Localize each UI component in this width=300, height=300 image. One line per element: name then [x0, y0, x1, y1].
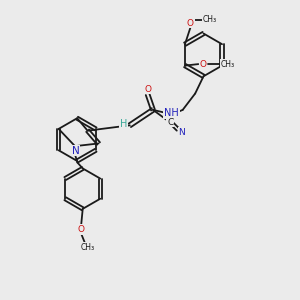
Text: O: O [78, 225, 85, 234]
Text: C: C [167, 118, 173, 127]
Text: CH₃: CH₃ [81, 243, 95, 252]
Text: H: H [120, 118, 127, 128]
Text: N: N [178, 128, 185, 137]
Text: O: O [144, 85, 151, 94]
Text: NH: NH [164, 108, 179, 118]
Text: CH₃: CH₃ [202, 15, 217, 24]
Text: CH₃: CH₃ [220, 60, 235, 69]
Text: O: O [187, 19, 194, 28]
Text: O: O [200, 60, 207, 69]
Text: N: N [72, 146, 80, 156]
